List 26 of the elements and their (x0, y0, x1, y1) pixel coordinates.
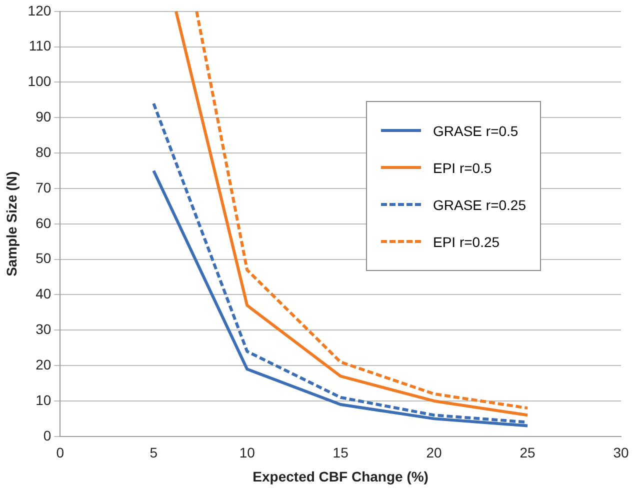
y-tick-label: 120 (28, 2, 52, 18)
legend-label: GRASE r=0.25 (433, 196, 526, 213)
y-tick-label: 100 (28, 73, 52, 90)
y-tick-label: 10 (36, 392, 52, 408)
x-tick-label: 5 (150, 444, 158, 461)
legend-label: GRASE r=0.5 (433, 122, 518, 139)
y-tick-label: 70 (36, 179, 52, 196)
y-tick-label: 20 (36, 356, 52, 372)
y-tick-label: 110 (28, 38, 52, 54)
y-tick-label: 50 (36, 250, 52, 266)
legend-label: EPI r=0.25 (433, 234, 500, 250)
x-tick-label: 20 (426, 444, 442, 461)
y-tick-label: 30 (36, 321, 52, 338)
y-tick-label: 60 (36, 214, 52, 231)
legend-label: EPI r=0.5 (433, 160, 492, 176)
y-tick-label: 90 (36, 108, 52, 125)
x-axis-title: Expected CBF Change (%) (252, 468, 428, 484)
x-tick-label: 30 (613, 444, 629, 461)
x-tick-label: 25 (520, 444, 536, 461)
x-tick-label: 0 (56, 444, 64, 461)
y-tick-label: 40 (36, 286, 52, 302)
y-axis-title: Sample Size (N) (3, 171, 20, 276)
x-tick-label: 10 (239, 444, 256, 461)
y-tick-label: 0 (43, 427, 52, 444)
x-tick-label: 15 (332, 444, 349, 461)
y-tick-label: 80 (36, 144, 52, 160)
